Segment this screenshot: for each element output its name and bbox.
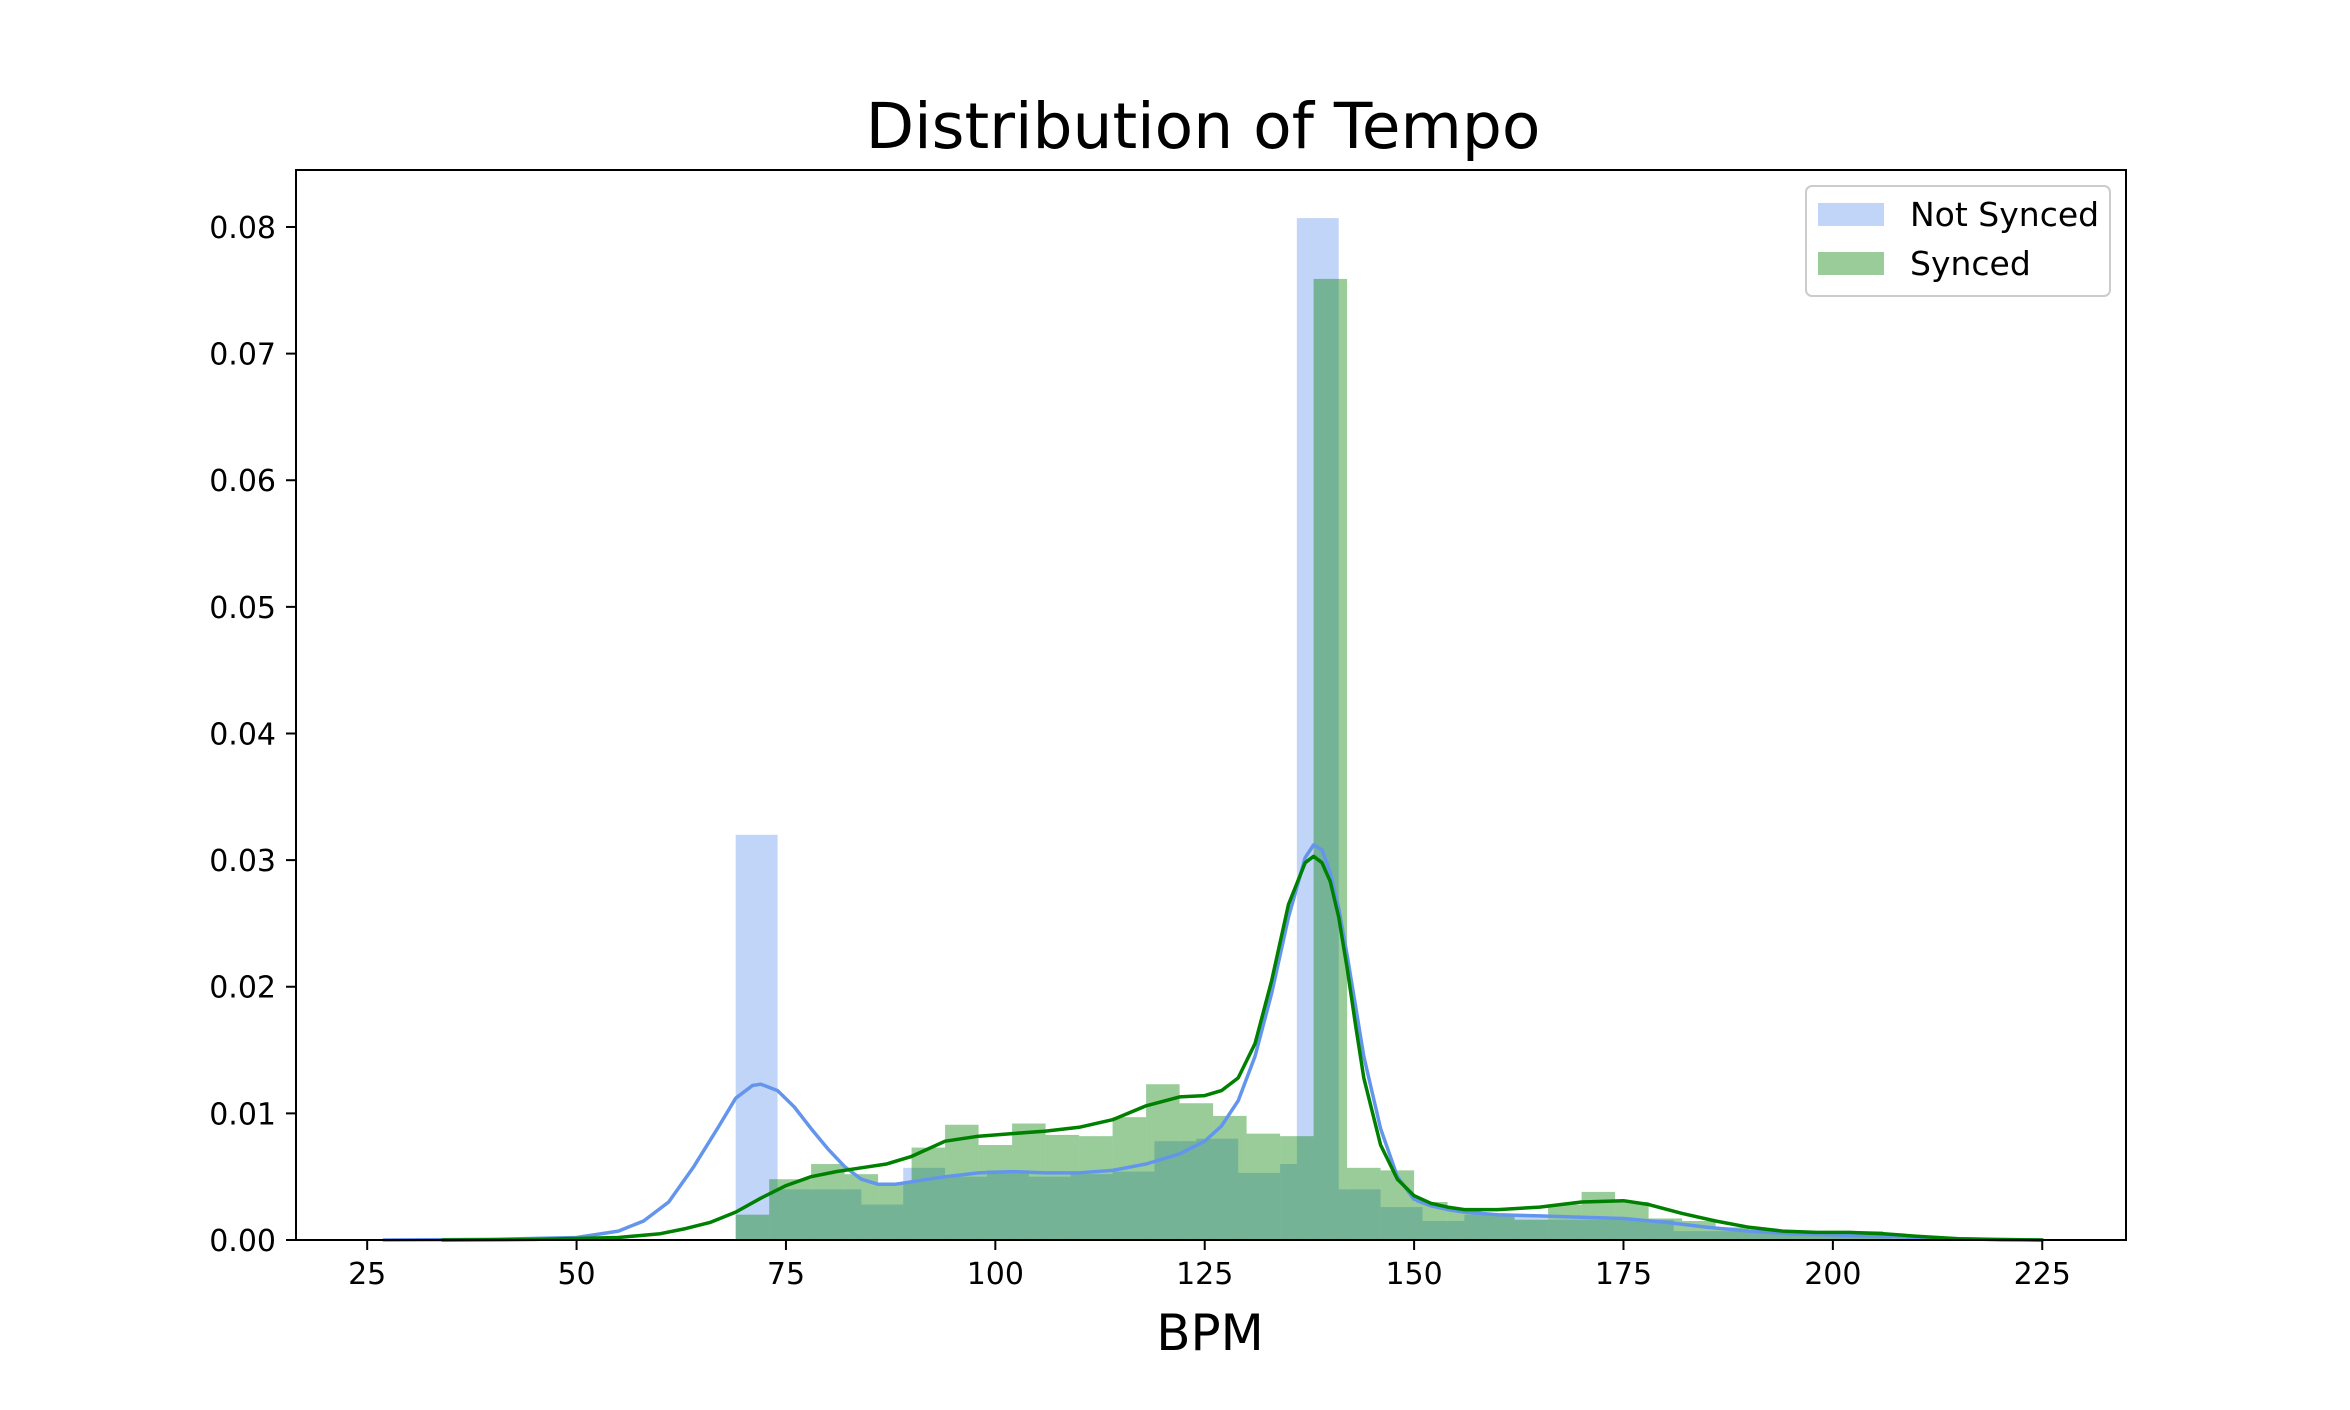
bar-synced-30 xyxy=(1749,1232,1783,1240)
bars-not-synced xyxy=(735,218,1892,1240)
bar-synced-14 xyxy=(1213,1115,1247,1240)
bar-synced-15 xyxy=(1246,1133,1281,1240)
y-tick-label-7: 0.07 xyxy=(209,338,276,373)
bar-synced-16 xyxy=(1280,1136,1314,1240)
legend-label-not-synced: Not Synced xyxy=(1910,195,2099,234)
bar-synced-17 xyxy=(1313,278,1348,1240)
bar-synced-24 xyxy=(1548,1204,1582,1240)
bar-not-synced-18 xyxy=(1464,1214,1549,1240)
x-tick-label-25: 25 xyxy=(348,1257,386,1292)
bar-not-synced-13 xyxy=(1280,1164,1297,1240)
bar-synced-3 xyxy=(844,1174,879,1240)
y-tick-label-6: 0.06 xyxy=(209,464,276,499)
bar-not-synced-16 xyxy=(1380,1207,1423,1240)
bar-not-synced-17 xyxy=(1422,1221,1465,1240)
x-tick-label-175: 175 xyxy=(1595,1257,1652,1292)
bar-not-synced-5 xyxy=(945,1176,987,1240)
bar-synced-22 xyxy=(1481,1214,1515,1240)
bar-not-synced-21 xyxy=(1790,1234,1892,1240)
kde-line-synced xyxy=(440,854,2044,1242)
y-tick-label-5: 0.05 xyxy=(209,591,276,626)
plot-frame xyxy=(295,169,2127,1241)
bar-not-synced-1 xyxy=(777,1189,820,1240)
chart-title: Distribution of Tempo xyxy=(866,90,1541,163)
bar-synced-0 xyxy=(735,1214,770,1240)
legend-swatch-synced xyxy=(1818,252,1884,275)
bar-not-synced-7 xyxy=(1028,1176,1071,1240)
bar-synced-13 xyxy=(1179,1103,1214,1240)
x-tick-label-75: 75 xyxy=(767,1257,805,1292)
x-tick-label-225: 225 xyxy=(2014,1257,2071,1292)
bar-synced-5 xyxy=(911,1147,946,1240)
bar-not-synced-12 xyxy=(1238,1172,1281,1240)
x-tick-label-200: 200 xyxy=(1804,1257,1861,1292)
bar-synced-9 xyxy=(1045,1134,1080,1240)
plot-area xyxy=(382,218,2044,1242)
bar-not-synced-11 xyxy=(1196,1138,1239,1240)
y-tick-label-1: 0.01 xyxy=(209,1097,276,1132)
x-axis: 25 50 75 100 125 150 175 200 225 xyxy=(348,1240,2071,1292)
bar-synced-6 xyxy=(945,1124,979,1240)
y-tick-label-2: 0.02 xyxy=(209,971,276,1006)
legend: Not Synced Synced xyxy=(1805,185,2111,297)
x-tick-label-150: 150 xyxy=(1385,1257,1442,1292)
y-axis: 0.00 0.01 0.02 0.03 0.04 0.05 0.06 0.07 0.08 xyxy=(209,211,296,1259)
x-tick-label-125: 125 xyxy=(1176,1257,1233,1292)
y-tick-label-3: 0.03 xyxy=(209,844,276,879)
x-tick-label-50: 50 xyxy=(557,1257,595,1292)
y-tick-label-0: 0.00 xyxy=(209,1224,276,1259)
x-axis-label: BPM xyxy=(1156,1304,1264,1362)
bar-synced-7 xyxy=(978,1145,1013,1240)
legend-label-synced: Synced xyxy=(1910,244,2031,283)
bar-synced-18 xyxy=(1347,1167,1381,1240)
bar-not-synced-14 xyxy=(1296,218,1339,1240)
legend-swatch-not-synced xyxy=(1818,203,1884,226)
bar-not-synced-9 xyxy=(1112,1171,1155,1240)
bar-synced-10 xyxy=(1079,1136,1113,1240)
x-tick-label-100: 100 xyxy=(967,1257,1024,1292)
bar-not-synced-3 xyxy=(861,1204,904,1240)
y-tick-label-4: 0.04 xyxy=(209,717,276,752)
bar-synced-32 xyxy=(1816,1233,1850,1240)
legend-box xyxy=(1805,185,2111,297)
bar-not-synced-20 xyxy=(1673,1231,1791,1240)
bar-not-synced-6 xyxy=(986,1170,1029,1240)
bar-not-synced-0 xyxy=(735,834,778,1240)
y-tick-label-8: 0.08 xyxy=(209,211,276,246)
kde-line-not-synced xyxy=(382,843,2044,1242)
bar-synced-4 xyxy=(878,1183,912,1240)
bar-synced-8 xyxy=(1012,1123,1046,1240)
bar-synced-19 xyxy=(1380,1170,1415,1240)
bar-not-synced-15 xyxy=(1338,1189,1381,1240)
bar-synced-23 xyxy=(1514,1219,1549,1240)
bar-not-synced-19 xyxy=(1548,1219,1674,1240)
bar-synced-11 xyxy=(1112,1117,1147,1240)
bar-not-synced-2 xyxy=(819,1189,862,1240)
bar-not-synced-8 xyxy=(1070,1174,1113,1240)
bar-synced-1 xyxy=(769,1179,812,1240)
